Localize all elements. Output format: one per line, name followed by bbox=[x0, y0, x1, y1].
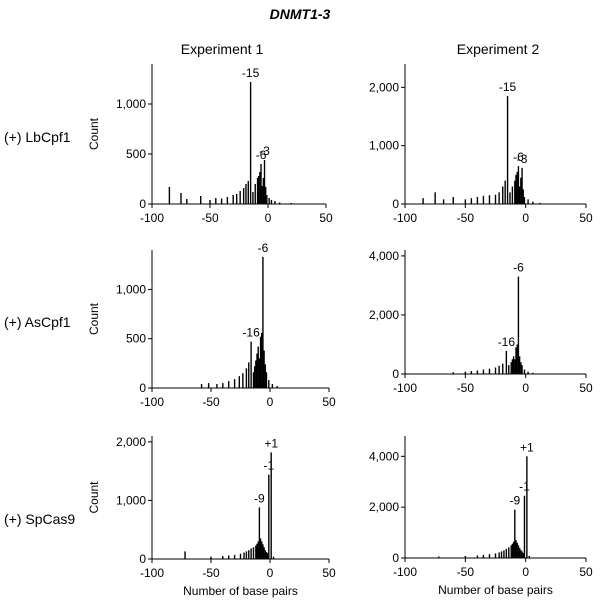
row-label-ascpf1: (+) AsCpf1 bbox=[4, 314, 71, 330]
x-tick-label: -100 bbox=[140, 395, 164, 409]
peak-annotation: -3 bbox=[517, 152, 528, 166]
peak-annotation: -15 bbox=[242, 66, 260, 80]
peak-annotation: -6 bbox=[513, 261, 524, 275]
x-tick-label: -100 bbox=[393, 381, 417, 395]
y-tick-label: 1,000 bbox=[116, 493, 146, 507]
y-tick-label: 4,000 bbox=[369, 449, 399, 463]
y-tick-label: 2,000 bbox=[369, 80, 399, 94]
x-tick-label: -50 bbox=[202, 566, 220, 580]
x-tick-label: 50 bbox=[322, 395, 336, 409]
peak-annotation: +1 bbox=[520, 440, 534, 454]
x-tick-label: 0 bbox=[522, 211, 529, 225]
y-tick-label: 0 bbox=[392, 197, 399, 211]
x-axis-label: Number of base pairs bbox=[438, 583, 553, 597]
x-tick-label: 0 bbox=[265, 211, 272, 225]
peak-annotation: -3 bbox=[259, 144, 270, 158]
peak-annotation: -1 bbox=[263, 459, 274, 473]
chart-panel-2: 0 1,000 2,000 -100 -50 0 50 -15 -6-3 bbox=[369, 64, 593, 225]
chart-panel-6: 0 2,000 4,000 -100 -50 0 50 Number of base pair… bbox=[369, 436, 593, 597]
x-axis-label: Number of base pairs bbox=[183, 584, 298, 598]
figure-title: DNMT1-3 bbox=[270, 6, 331, 22]
x-tick-label: 0 bbox=[267, 395, 274, 409]
y-tick-label: 4,000 bbox=[369, 249, 399, 263]
column-title-experiment-1: Experiment 1 bbox=[181, 41, 264, 57]
x-tick-label: -50 bbox=[457, 565, 475, 579]
peak-annotation: -9 bbox=[254, 491, 265, 505]
y-tick-label: 1,000 bbox=[116, 97, 146, 111]
x-tick-label: 50 bbox=[579, 211, 593, 225]
x-tick-label: -50 bbox=[457, 381, 475, 395]
x-tick-label: 50 bbox=[579, 381, 593, 395]
x-tick-label: -100 bbox=[140, 211, 164, 225]
x-tick-label: -100 bbox=[140, 566, 164, 580]
x-tick-label: 50 bbox=[319, 211, 333, 225]
x-tick-label: -100 bbox=[393, 211, 417, 225]
y-tick-label: 500 bbox=[126, 332, 146, 346]
y-tick-label: 0 bbox=[392, 367, 399, 381]
row-label-spcas9: (+) SpCas9 bbox=[4, 511, 75, 527]
peak-annotation: -6 bbox=[258, 241, 269, 255]
x-tick-label: 50 bbox=[579, 565, 593, 579]
x-tick-label: 0 bbox=[522, 565, 529, 579]
x-tick-label: 50 bbox=[322, 566, 336, 580]
y-tick-label: 500 bbox=[126, 147, 146, 161]
x-tick-label: -50 bbox=[202, 395, 220, 409]
y-tick-label: 1,000 bbox=[369, 139, 399, 153]
chart-panel-5: 0 1,000 2,000 -100 -50 0 50 Count Number of base… bbox=[87, 435, 336, 598]
y-tick-label: 0 bbox=[392, 551, 399, 565]
chart-panel-1: 0 500 1,000 -100 -50 0 50 Count -15 -6-3 bbox=[87, 64, 333, 225]
y-tick-label: 2,000 bbox=[369, 308, 399, 322]
x-tick-label: -50 bbox=[201, 211, 219, 225]
peak-annotation: -16 bbox=[498, 335, 516, 349]
y-tick-label: 2,000 bbox=[116, 435, 146, 449]
x-tick-label: -100 bbox=[393, 565, 417, 579]
peak-annotation: -15 bbox=[499, 80, 517, 94]
y-tick-label: 0 bbox=[139, 552, 146, 566]
column-title-experiment-2: Experiment 2 bbox=[457, 41, 540, 57]
peak-annotation: -6 bbox=[513, 150, 524, 164]
peak-annotation: -6 bbox=[256, 148, 267, 162]
y-axis-label: Count bbox=[87, 481, 101, 514]
y-tick-label: 2,000 bbox=[369, 500, 399, 514]
y-tick-label: 0 bbox=[139, 381, 146, 395]
chart-panel-3: 0 500 1,000 -100 -50 0 50 Count -16 -6 bbox=[87, 241, 336, 409]
x-tick-label: -50 bbox=[457, 211, 475, 225]
peak-annotation: -1 bbox=[519, 480, 530, 494]
peak-annotation: +1 bbox=[264, 436, 278, 450]
x-tick-label: 0 bbox=[267, 566, 274, 580]
chart-panel-4: 0 2,000 4,000 -100 -50 0 50 -16 -6 bbox=[369, 249, 593, 395]
row-label-lbcpf1: (+) LbCpf1 bbox=[4, 129, 71, 145]
peak-annotation: -16 bbox=[242, 326, 260, 340]
y-axis-label: Count bbox=[87, 117, 101, 150]
y-axis-label: Count bbox=[87, 302, 101, 335]
x-tick-label: 0 bbox=[522, 381, 529, 395]
peak-annotation: -9 bbox=[509, 494, 520, 508]
y-tick-label: 0 bbox=[139, 197, 146, 211]
y-tick-label: 1,000 bbox=[116, 282, 146, 296]
